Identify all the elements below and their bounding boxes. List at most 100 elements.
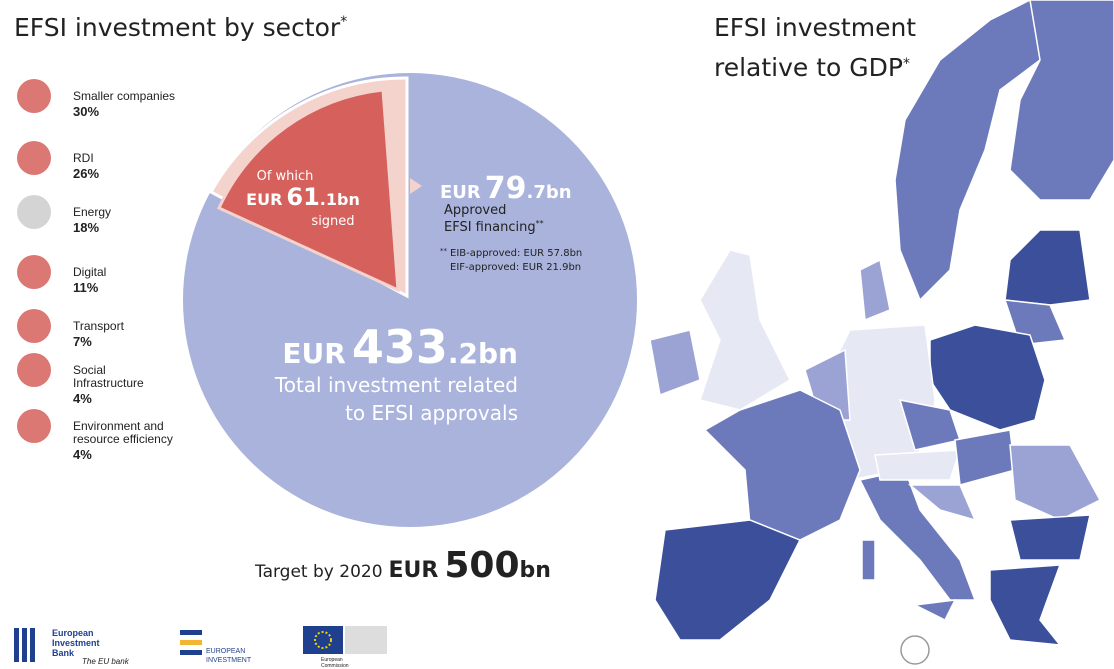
pointer	[410, 178, 422, 194]
text: EIB-approved: EUR 57.8bn	[450, 248, 582, 259]
text: .1bn	[320, 190, 360, 209]
region	[649, 329, 701, 397]
signed-wedge	[217, 88, 400, 293]
sector-name: Social	[73, 363, 106, 377]
text: EUR	[389, 558, 439, 583]
region	[894, 0, 1061, 302]
sector-share: 30%	[73, 104, 99, 119]
region	[907, 484, 977, 522]
sector-share: 7%	[73, 334, 92, 349]
logos: European Investment Bank The EU bank EUR…	[14, 626, 387, 669]
ec-stars	[314, 631, 332, 649]
target: Target by 2020 EUR 500bn	[254, 545, 551, 586]
sector-name: RDI	[73, 151, 94, 165]
logo-bar	[22, 628, 27, 662]
logo-bar	[14, 628, 19, 662]
region	[900, 635, 930, 665]
sector-share: 26%	[73, 166, 99, 181]
text: EUR	[246, 190, 282, 209]
ec-flag	[303, 626, 343, 654]
text: .2bn	[448, 337, 518, 370]
sector-name: resource efficiency	[73, 432, 173, 446]
text: 433	[352, 320, 448, 374]
title: EFSI investment by sector*	[14, 13, 347, 42]
text: EUR	[282, 337, 345, 370]
total-text: Total investment related	[274, 373, 518, 397]
region	[861, 539, 876, 581]
sector-icon	[17, 353, 51, 387]
region	[654, 519, 802, 641]
sector-icon	[17, 195, 51, 229]
total-text: to EFSI approvals	[345, 401, 518, 425]
approved-text: Approved	[444, 203, 506, 218]
text: **	[440, 247, 448, 255]
sector-name: Energy	[73, 205, 111, 219]
signed-amount: EUR 61.1bn	[246, 183, 360, 211]
sector-name: Environment and	[73, 419, 164, 433]
text: *	[340, 14, 347, 30]
logo-bar	[180, 650, 202, 655]
logo-text: Investment	[52, 638, 100, 648]
sector-share: 4%	[73, 391, 92, 406]
sector-share: 4%	[73, 447, 92, 462]
ec-building	[345, 626, 387, 654]
text: Target by 2020	[254, 562, 383, 582]
total-amount: EUR 433.2bn	[282, 320, 518, 374]
text: relative to GDP	[714, 53, 903, 82]
region	[1009, 444, 1102, 521]
region	[989, 564, 1062, 646]
logo-text: European	[52, 628, 94, 638]
map	[649, 0, 1114, 665]
sector-icon	[17, 141, 51, 175]
sector-icon	[17, 309, 51, 343]
sector-name: Smaller companies	[73, 89, 175, 103]
text: *	[903, 56, 910, 72]
region	[929, 324, 1046, 431]
logo-bar	[180, 640, 202, 645]
logo-text: INVESTMENT	[206, 657, 252, 664]
map-title: relative to GDP*	[714, 53, 910, 82]
logo-text: European	[321, 657, 343, 663]
sector-share: 11%	[73, 280, 99, 295]
text: 500	[444, 545, 519, 586]
logo-text: Commission	[321, 663, 349, 669]
text: bn	[520, 558, 551, 583]
text: .7bn	[527, 182, 572, 203]
text: 79	[485, 171, 527, 206]
sector-name: Digital	[73, 265, 106, 279]
approved-note: EIF-approved: EUR 21.9bn	[450, 262, 581, 273]
region	[1004, 229, 1091, 306]
sector-icon	[17, 79, 51, 113]
signed-text: Of which	[257, 169, 314, 184]
signed-text: signed	[311, 214, 354, 229]
region	[1009, 0, 1114, 201]
sector-name: Infrastructure	[73, 376, 144, 390]
region	[874, 449, 962, 481]
approved-note: ** EIB-approved: EUR 57.8bn	[440, 247, 582, 259]
sector-icon	[17, 255, 51, 289]
logo-text: The EU bank	[82, 657, 130, 666]
approved-text: EFSI financing**	[444, 219, 544, 235]
sector-share: 18%	[73, 220, 99, 235]
region	[954, 429, 1016, 486]
logo-text: EUROPEAN	[206, 648, 245, 655]
logo-bar	[30, 628, 35, 662]
text: **	[536, 219, 544, 228]
region	[1009, 514, 1091, 561]
logo-bar	[180, 630, 202, 635]
region	[703, 389, 861, 541]
region	[912, 599, 957, 622]
sector-icon	[17, 409, 51, 443]
map-title: EFSI investment	[714, 13, 916, 42]
text: EFSI investment by sector	[14, 13, 341, 42]
text: EUR	[440, 182, 481, 203]
text: 61	[286, 183, 319, 211]
text: EFSI financing	[444, 220, 536, 235]
region	[699, 249, 791, 411]
sector-name: Transport	[73, 319, 125, 333]
region	[859, 258, 891, 322]
approved-amount: EUR 79.7bn	[440, 171, 572, 206]
region	[858, 469, 977, 601]
